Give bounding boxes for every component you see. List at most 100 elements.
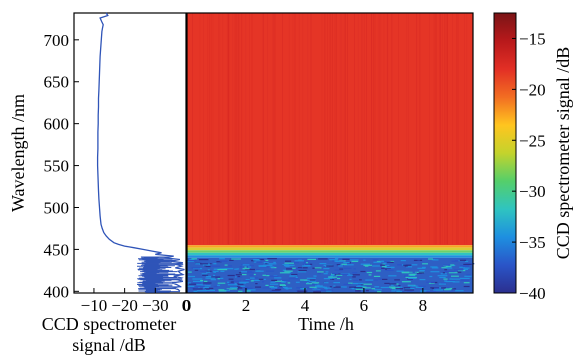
heatmap-noise-pixel [444,287,454,290]
heatmap-noise-pixel [360,263,370,265]
heatmap-noise-pixel [203,282,212,284]
heatmap-noise-pixel [206,288,210,290]
heatmap-noise-pixel [271,287,278,289]
heatmap-noise-pixel [439,276,446,279]
heatmap-noise-pixel [315,286,325,288]
heatmap-noise-pixel [205,277,216,279]
heatmap-noise-pixel [443,287,450,289]
heatmap-noise-pixel [418,272,425,274]
heatmap-noise-pixel [262,281,265,283]
heatmap-noise-pixel [349,259,359,261]
heatmap-noise-pixel [451,275,459,277]
heatmap-noise-pixel [356,286,363,288]
heatmap-noise-pixel [239,281,249,283]
spectrum-ylabel: Wavelength /nm [8,94,28,212]
heatmap-noise-pixel [201,285,211,287]
heatmap-noise-pixel [211,276,221,278]
spectrum-xlabel-line2: signal /dB [72,335,146,355]
heatmap-noise [187,13,475,293]
heatmap-noise-pixel [463,263,472,265]
heatmap-noise-pixel [304,264,311,266]
signal-tick-label: 0 [182,296,191,315]
heatmap-noise-pixel [308,280,317,282]
heatmap-noise-pixel [462,266,469,268]
heatmap-noise-pixel [356,286,359,288]
heatmap-noise-pixel [333,285,336,287]
heatmap-noise-pixel [343,283,352,285]
heatmap-noise-pixel [429,275,433,278]
heatmap-noise-pixel [444,270,455,273]
heatmap-noise-pixel [279,272,290,274]
heatmap-noise-pixel [396,290,403,293]
heatmap-noise-pixel [273,261,276,263]
heatmap-noise-pixel [391,288,397,290]
heatmap-noise-pixel [268,275,279,277]
heatmap-noise-pixel [420,290,430,292]
heatmap-noise-pixel [340,273,349,275]
heatmap-noise-pixel [238,290,243,292]
heatmap-noise-pixel [213,270,219,272]
heatmap-noise-pixel [333,286,344,288]
heatmap-noise-pixel [286,268,293,270]
heatmap-noise-pixel [253,259,260,261]
colorbar-tick-label: −35 [519,233,546,252]
heatmap-noise-pixel [329,259,338,261]
heatmap-noise-pixel [196,284,203,286]
heatmap-noise-pixel [192,282,201,284]
heatmap-noise-pixel [398,285,401,287]
heatmap-noise-pixel [326,265,334,267]
heatmap-noise-pixel [408,277,417,279]
heatmap-noise-pixel [295,281,300,283]
heatmap-noise-pixel [452,281,460,283]
heatmap-noise-pixel [324,287,332,289]
heatmap-noise-pixel [377,291,382,293]
heatmap-noise-pixel [195,285,205,287]
heatmap-noise-pixel [303,279,313,281]
heatmap-noise-pixel [363,264,372,266]
heatmap-noise-pixel [284,270,293,272]
heatmap-noise-pixel [227,284,238,286]
heatmap-noise-pixel [217,278,220,280]
heatmap-noise-pixel [209,263,212,265]
time-tick-label: 4 [301,296,310,315]
heatmap-noise-pixel [394,283,399,285]
heatmap-noise-pixel [449,290,454,292]
heatmap-noise-pixel [191,267,200,269]
heatmap-noise-pixel [376,260,383,263]
heatmap-noise-pixel [213,271,216,273]
heatmap-noise-pixel [331,274,335,276]
wavelength-tick-label: 400 [44,282,70,301]
heatmap-noise-pixel [339,268,344,270]
heatmap-noise-pixel [333,282,340,284]
heatmap-noise-pixel [348,282,353,284]
heatmap-noise-pixel [193,280,203,282]
heatmap-noise-pixel [451,260,456,262]
heatmap-noise-pixel [288,264,295,266]
time-tick-label: 8 [419,296,428,315]
heatmap-noise-pixel [428,258,433,260]
heatmap-noise-pixel [295,268,302,270]
heatmap-noise-pixel [206,275,212,278]
heatmap-noise-pixel [193,268,203,270]
heatmap-noise-pixel [217,269,228,271]
heatmap-noise-pixel [188,275,195,278]
heatmap-noise-pixel [380,286,390,289]
heatmap-noise-pixel [192,288,203,290]
heatmap-noise-pixel [326,290,332,292]
heatmap-noise-pixel [383,262,387,264]
heatmap-noise-pixel [285,288,289,290]
heatmap-noise-pixel [258,278,264,280]
heatmap-noise-pixel [362,286,367,288]
heatmap-noise-pixel [365,279,374,281]
heatmap-noise-pixel [388,275,397,277]
heatmap-noise-pixel [449,278,453,280]
heatmap-noise-pixel [404,275,414,277]
heatmap-noise-pixel [353,279,359,281]
heatmap-noise-pixel [283,265,294,267]
heatmap-noise-pixel [373,261,381,263]
heatmap-noise-pixel [418,285,426,287]
heatmap-noise-pixel [332,272,339,275]
heatmap-noise-pixel [269,290,280,292]
heatmap-noise-pixel [463,267,470,269]
heatmap-noise-pixel [244,266,247,268]
